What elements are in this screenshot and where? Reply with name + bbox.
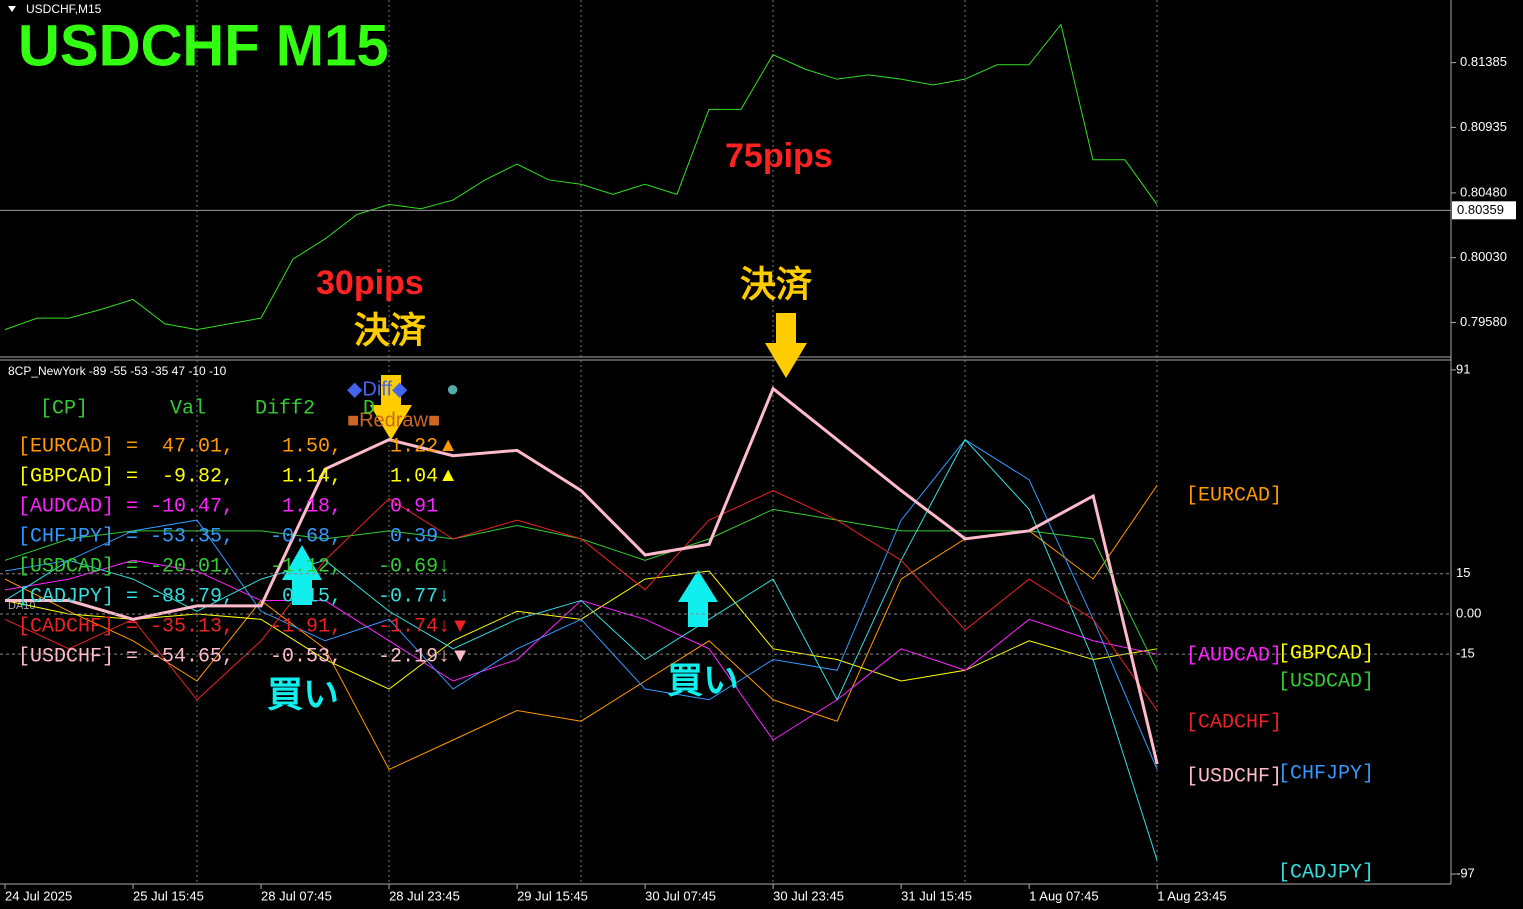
series-end-label: [EURCAD] <box>1186 484 1282 507</box>
redraw-button[interactable]: ■Redraw■ <box>347 409 440 431</box>
dot-button[interactable]: ● <box>446 376 459 401</box>
series-end-label: [USDCAD] <box>1278 670 1374 693</box>
vertical-grid <box>196 0 1158 884</box>
buy-arrow <box>678 570 718 627</box>
table-row: [AUDCAD] = -10.47, 1.18, 0.91 <box>18 495 438 518</box>
y-tick-label: -97 <box>1456 866 1475 881</box>
y-tick-label: 15 <box>1456 565 1470 580</box>
series-end-label: [CADJPY] <box>1278 861 1374 884</box>
y-tick-label: 0.80480 <box>1460 184 1507 199</box>
current-price-box <box>1452 201 1516 220</box>
row-flag: ▼ <box>454 645 466 668</box>
y-tick-label: 0.81385 <box>1460 54 1507 69</box>
annotation: 買い <box>667 660 739 701</box>
x-tick-label: 31 Jul 15:45 <box>901 888 972 903</box>
annotation: 75pips <box>725 137 833 175</box>
x-tick-label: 1 Aug 07:45 <box>1029 888 1098 903</box>
x-tick-label: 29 Jul 15:45 <box>517 888 588 903</box>
y-tick-label: 0.80935 <box>1460 119 1507 134</box>
indicator-line <box>4 490 1158 711</box>
x-tick-label: 30 Jul 23:45 <box>773 888 844 903</box>
row-flag: ▲ <box>442 435 454 458</box>
y-tick-label: 0.79580 <box>1460 314 1507 329</box>
table-row: [EURCAD] = 47.01, 1.50, 1.22 <box>18 435 438 458</box>
row-flag: ▲ <box>442 465 454 488</box>
table-row: [USDCHF] = -54.65, -0.53, -2.19↓ <box>18 645 450 668</box>
table-row: [CHFJPY] = -53.35, -0.68, 0.39 <box>18 525 438 548</box>
indicator-header: 8CP_NewYork -89 -55 -53 -35 47 -10 -10 <box>8 364 227 378</box>
close-arrow <box>765 313 807 378</box>
table-row: [GBPCAD] = -9.82, 1.14, 1.04 <box>18 465 438 488</box>
series-end-label: [CHFJPY] <box>1278 762 1374 785</box>
annotation: 決済 <box>354 310 426 351</box>
indicator-line <box>4 438 1158 861</box>
indicator-line <box>5 386 1159 765</box>
price-line <box>4 23 1158 331</box>
table-header: Val <box>170 397 206 420</box>
annotation: 買い <box>267 674 339 715</box>
symbol-title: USDCHF M15 <box>18 13 389 78</box>
table-header: Diff2 <box>255 397 315 420</box>
table-header: [CP] <box>40 397 88 420</box>
series-end-label: [USDCHF] <box>1186 765 1282 788</box>
buy-arrow <box>282 545 322 605</box>
series-end-label: [AUDCAD] <box>1186 644 1282 667</box>
x-tick-label: 25 Jul 15:45 <box>133 888 204 903</box>
annotation: 決済 <box>740 264 812 305</box>
table-header: D <box>363 397 375 420</box>
diff-button[interactable]: ◆Diff◆ <box>347 378 408 400</box>
y-tick-label: 91 <box>1456 361 1470 376</box>
x-tick-label: 24 Jul 2025 <box>5 888 72 903</box>
series-end-label: [CADCHF] <box>1186 711 1282 734</box>
annotation: 30pips <box>316 264 424 302</box>
y-tick-label: 0.80030 <box>1460 249 1507 264</box>
table-row: [USDCAD] = -20.01, -1.12, -0.69↓ <box>18 555 450 578</box>
y-tick-label: -15 <box>1456 646 1475 661</box>
x-tick-label: 30 Jul 07:45 <box>645 888 716 903</box>
x-tick-label: 28 Jul 07:45 <box>261 888 332 903</box>
table-row: [CADJPY] = -88.79, 0.15, -0.77↓ <box>18 585 450 608</box>
y-tick-label: 0.00 <box>1456 605 1481 620</box>
close-arrow <box>370 375 412 440</box>
series-end-label: [GBPCAD] <box>1278 642 1374 665</box>
current-price-label: 0.80359 <box>1457 202 1504 217</box>
x-tick-label: 28 Jul 23:45 <box>389 888 460 903</box>
table-row: [CADCHF] = -35.13, -1.91, -1.74↓ <box>18 615 450 638</box>
menu-icon[interactable] <box>8 6 16 12</box>
window-title: USDCHF,M15 <box>26 2 102 16</box>
row-flag: ▼ <box>454 615 466 638</box>
x-tick-label: 1 Aug 23:45 <box>1157 888 1226 903</box>
